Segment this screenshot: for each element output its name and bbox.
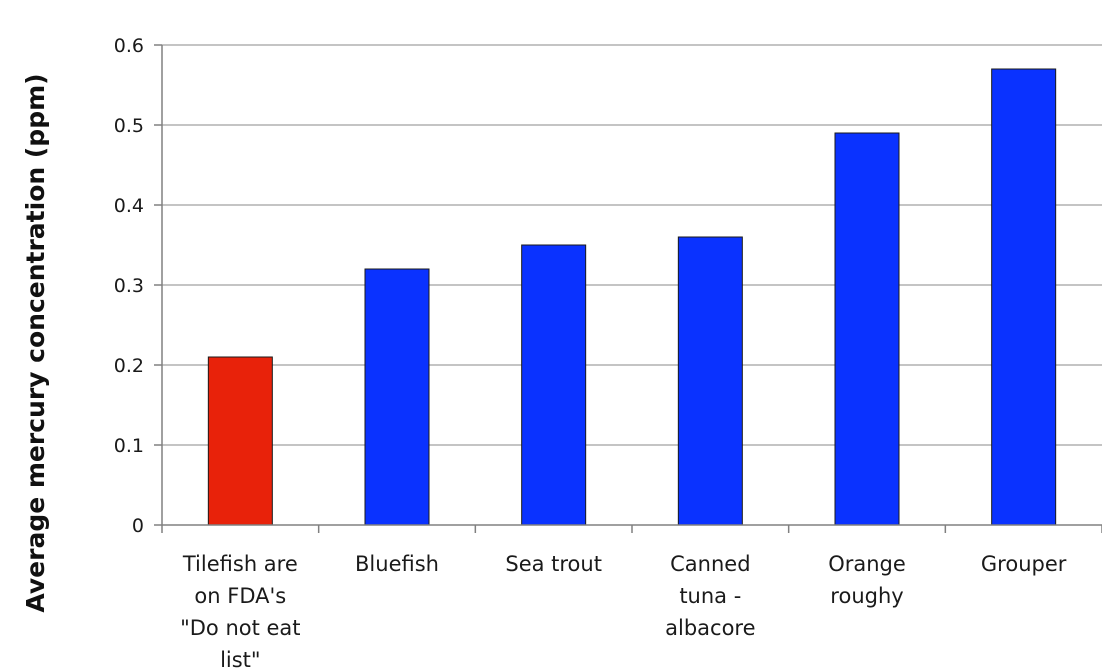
- y-tick-label: 0.4: [114, 195, 144, 217]
- x-category-label-line: "Do not eat: [180, 616, 300, 640]
- y-tick-label: 0: [132, 515, 144, 537]
- y-tick-label: 0.2: [114, 355, 144, 377]
- x-category-label: Bluefish: [355, 552, 439, 576]
- x-category-label-line: Orange: [828, 552, 906, 576]
- x-category-label-line: list": [220, 648, 261, 672]
- x-category-label: Grouper: [981, 552, 1067, 576]
- x-category-label-line: roughy: [830, 584, 903, 608]
- x-category-label: Canned tuna - albacore: [665, 552, 755, 640]
- y-tick-label: 0.1: [114, 435, 144, 457]
- bar: [207, 356, 273, 526]
- y-tick-label: 0.3: [114, 275, 144, 297]
- x-category-label-line: albacore: [665, 616, 755, 640]
- bar: [364, 268, 430, 526]
- x-category-label: Orange roughy: [828, 552, 906, 608]
- x-category-label-line: Bluefish: [355, 552, 439, 576]
- y-axis-title: Average mercury concentration (ppm): [21, 73, 50, 612]
- x-category-label-line: Tilefish are: [182, 552, 298, 576]
- bar: [991, 68, 1057, 526]
- bar: [521, 244, 587, 526]
- y-tick-label: 0.5: [114, 115, 144, 137]
- axes: [154, 44, 1102, 533]
- bars: [207, 68, 1057, 526]
- x-category-labels: Tilefish are on FDA's "Do not eat list" Blue…: [180, 552, 1067, 672]
- x-category-label-line: Grouper: [981, 552, 1067, 576]
- y-tick-label: 0.6: [114, 35, 144, 57]
- y-tick-labels: 0 0.1 0.2 0.3 0.4 0.5 0.6: [114, 35, 144, 537]
- bar: [834, 132, 900, 526]
- x-category-label-line: tuna -: [679, 584, 741, 608]
- x-category-label-line: Sea trout: [505, 552, 602, 576]
- x-category-label-line: on FDA's: [194, 584, 286, 608]
- bar: [677, 236, 743, 526]
- x-category-label: Tilefish are on FDA's "Do not eat list": [180, 552, 300, 672]
- gridlines: [162, 44, 1102, 446]
- x-category-label: Sea trout: [505, 552, 602, 576]
- x-category-label-line: Canned: [670, 552, 750, 576]
